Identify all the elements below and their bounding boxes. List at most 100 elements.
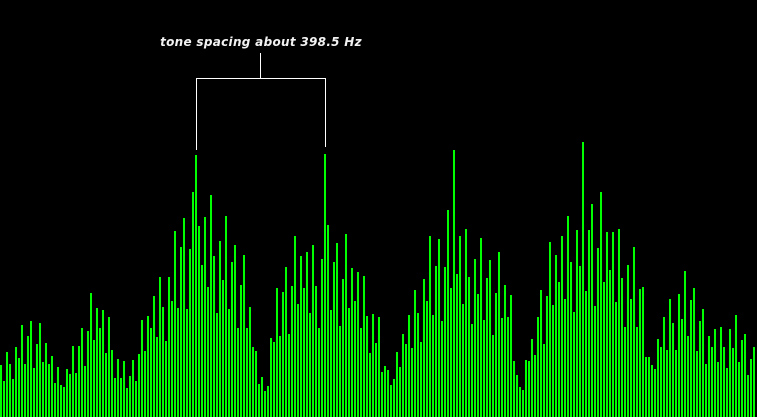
spectrum-bar — [198, 226, 200, 417]
spectrum-bar — [357, 272, 359, 417]
spectrum-bar — [159, 277, 161, 417]
spectrum-bar — [348, 308, 350, 417]
spectrum-bar — [171, 301, 173, 417]
spectrum-bar — [738, 362, 740, 417]
spectrum-bar — [483, 320, 485, 417]
spectrum-bar — [339, 326, 341, 417]
spectrum-bar — [261, 377, 263, 417]
spectrum-bar — [225, 216, 227, 417]
spectrum-bar — [369, 353, 371, 417]
spectrum-bar — [255, 351, 257, 417]
spectrum-bar — [207, 287, 209, 417]
spectrum-bar — [666, 350, 668, 417]
spectrum-bar — [432, 315, 434, 417]
spectrum-bar — [729, 329, 731, 417]
spectrum-bar — [222, 280, 224, 417]
spectrum-bar — [636, 327, 638, 417]
spectrum-bar — [177, 308, 179, 417]
spectrum-bar — [372, 314, 374, 417]
spectrum-bar — [690, 300, 692, 417]
spectrum-bar — [720, 327, 722, 417]
spectrum-bar — [189, 249, 191, 417]
spectrum-bar — [582, 142, 584, 417]
spectrum-bar — [237, 328, 239, 417]
spectrum-bar — [138, 354, 140, 417]
spectrum-bar — [489, 260, 491, 417]
spectrum-bar — [183, 218, 185, 417]
spectrum-bar — [732, 348, 734, 417]
spectrum-bar — [72, 346, 74, 417]
spectrum-bar — [702, 309, 704, 417]
spectrum-bar — [36, 344, 38, 417]
spectrum-bar — [558, 282, 560, 417]
bracket-left-line — [196, 78, 197, 150]
spectrum-bar — [723, 347, 725, 417]
spectrum-bar — [231, 262, 233, 417]
spectrum-bar — [693, 288, 695, 417]
spectrum-bar — [672, 323, 674, 417]
spectrum-bar — [48, 364, 50, 417]
spectrum-bar — [510, 295, 512, 417]
spectrum-bar — [129, 376, 131, 417]
spectrum-bar — [141, 320, 143, 417]
spectrum-bar — [318, 328, 320, 417]
spectrum-bar — [96, 308, 98, 417]
spectrum-bar — [6, 352, 8, 417]
spectrum-bar — [570, 262, 572, 417]
spectrum-bar — [480, 238, 482, 417]
spectrum-bar — [354, 301, 356, 417]
spectrum-bar — [684, 271, 686, 417]
spectrum-bar — [744, 334, 746, 417]
spectrum-bar — [639, 289, 641, 417]
spectrum-bar — [573, 312, 575, 417]
spectrum-bar — [531, 339, 533, 417]
spectrum-bar — [297, 304, 299, 417]
bracket-stem-line — [260, 53, 261, 78]
spectrum-bar — [306, 252, 308, 417]
spectrum-bar — [696, 351, 698, 417]
spectrum-bar — [468, 277, 470, 417]
spectrum-bar — [219, 241, 221, 417]
spectrum-bar — [381, 372, 383, 417]
spectrum-bar — [714, 329, 716, 417]
spectrum-bar — [282, 292, 284, 417]
spectrum-bar — [363, 276, 365, 417]
spectrum-bar — [366, 316, 368, 417]
spectrum-bar — [747, 375, 749, 417]
spectrum-bar — [411, 348, 413, 417]
spectrum-bar — [462, 304, 464, 417]
spectrum-bar — [594, 306, 596, 417]
spectrum-bar — [501, 318, 503, 417]
spectrum-bar — [459, 236, 461, 417]
spectrum-bar — [57, 367, 59, 417]
tone-spacing-label: tone spacing about 398.5 Hz — [160, 35, 362, 49]
spectrum-bar — [162, 307, 164, 417]
spectrum-bar — [588, 230, 590, 417]
spectrum-bar — [321, 259, 323, 417]
spectrum-bar — [240, 285, 242, 417]
spectrum-bar — [615, 302, 617, 417]
spectrum-bar — [585, 291, 587, 417]
spectrum-bar — [336, 243, 338, 417]
spectrum-bar — [687, 336, 689, 417]
spectrum-bar — [384, 366, 386, 417]
spectrum-bar — [288, 334, 290, 417]
spectrum-bar — [330, 310, 332, 417]
spectrum-bar — [474, 259, 476, 417]
spectrum-bar — [450, 288, 452, 417]
spectrum-bar — [276, 288, 278, 417]
spectrum-bar — [312, 245, 314, 417]
spectrum-bar — [174, 231, 176, 417]
spectrum-bar — [741, 340, 743, 417]
spectrum-bar — [87, 331, 89, 417]
spectrum-bar — [234, 245, 236, 417]
spectrum-bar — [144, 351, 146, 417]
spectrum-bar — [753, 347, 755, 417]
spectrum-bar — [645, 357, 647, 417]
spectrum-bar — [441, 321, 443, 417]
spectrum-bar — [264, 391, 266, 417]
spectrum-bar — [0, 365, 2, 417]
spectrum-bar — [405, 344, 407, 417]
spectrum-bar — [153, 296, 155, 417]
